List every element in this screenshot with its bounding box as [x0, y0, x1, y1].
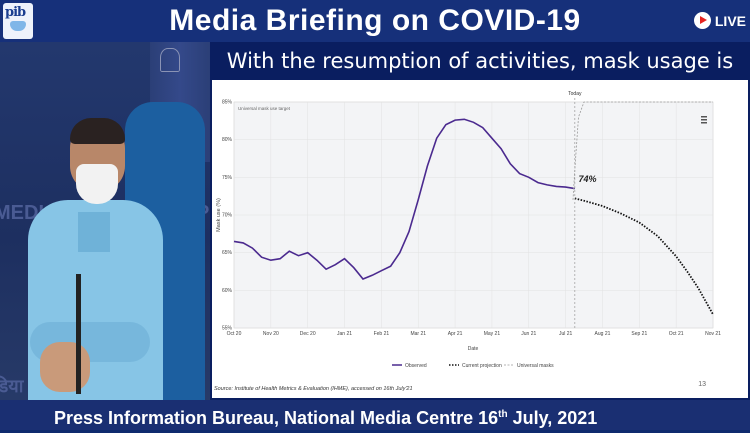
speaker-collar	[78, 212, 110, 252]
slide-title: With the resumption of activities, mask …	[226, 49, 734, 106]
national-emblem-icon	[160, 48, 180, 72]
footer-text-end: July, 2021	[507, 408, 598, 428]
mask-icon	[10, 21, 26, 31]
live-label: LIVE	[714, 12, 746, 29]
y-tick-label: 65%	[222, 250, 233, 256]
play-icon	[693, 12, 711, 29]
series-line-observed	[233, 118, 575, 280]
mask-usage-chart: 55% 60% 65% 70% 75% 80% 85% Oct 20 Nov 20 Dec 20…	[216, 91, 722, 369]
annotation-74: 74%	[579, 174, 597, 184]
face-mask	[76, 164, 118, 204]
x-tick-label: Feb 21	[374, 331, 390, 337]
x-tick-label: Jan 21	[337, 331, 352, 337]
speaker-hair	[70, 118, 125, 144]
x-tick-label: May 21	[484, 331, 501, 337]
x-ticks: Oct 20 Nov 20 Dec 20 Jan 21 Feb 21 Mar 21 Apr …	[227, 331, 722, 337]
y-tick-label: 75%	[222, 175, 233, 181]
menu-icon[interactable]	[701, 116, 707, 124]
x-tick-label: Jul 21	[559, 331, 573, 337]
footer-superscript: th	[498, 409, 508, 420]
x-tick-label: Apr 21	[448, 331, 463, 337]
page-number: 13	[698, 381, 706, 388]
speaker-hand	[40, 342, 90, 392]
x-tick-label: Nov 20	[263, 331, 279, 337]
source-note: Source: Institute of Health Metrics & Ev…	[214, 386, 413, 392]
footer-text: Press Information Bureau, National Media…	[54, 408, 499, 428]
series-group	[233, 101, 714, 315]
y-ticks: 55% 60% 65% 70% 75% 80% 85%	[222, 100, 233, 332]
target-label: Universal mask use target	[238, 106, 291, 111]
pib-logo: pib	[3, 3, 33, 39]
y-tick-label: 70%	[222, 213, 233, 219]
x-tick-label: Dec 20	[300, 331, 316, 337]
header-bar: pib Media Briefing on COVID-19 LIVE	[0, 0, 750, 42]
x-tick-label: Aug 21	[595, 331, 611, 337]
footer-bar: Press Information Bureau, National Media…	[0, 400, 750, 430]
backdrop-text-bottom: डिया	[0, 376, 24, 396]
legend-label: Current projection	[462, 363, 502, 369]
microphone	[76, 274, 81, 394]
y-tick-label: 60%	[222, 288, 233, 294]
speaker-video: MEDIA P डिया	[0, 42, 210, 400]
grid	[233, 101, 714, 329]
x-axis-label: Date	[468, 346, 479, 352]
slide: 55% 60% 65% 70% 75% 80% 85% Oct 20 Nov 20 Dec 20…	[212, 80, 748, 398]
x-tick-label: Nov 21	[705, 331, 721, 337]
legend-label: Observed	[405, 363, 427, 369]
y-axis-label: Mask use (%)	[216, 198, 222, 232]
y-tick-label: 85%	[222, 100, 233, 106]
pib-logo-text: pib	[5, 5, 26, 20]
x-tick-label: Jun 21	[521, 331, 536, 337]
legend-label: Universal masks	[517, 363, 554, 369]
x-tick-label: Mar 21	[410, 331, 426, 337]
live-badge[interactable]: LIVE	[693, 12, 746, 29]
y-tick-label: 55%	[222, 326, 233, 332]
page-title: Media Briefing on COVID-19	[169, 4, 581, 37]
today-label: Today	[568, 91, 582, 97]
x-tick-label: Oct 21	[669, 331, 684, 337]
x-tick-label: Oct 20	[227, 331, 242, 337]
y-tick-label: 80%	[222, 137, 233, 143]
series-line-current-projection	[574, 197, 714, 315]
x-tick-label: Sep 21	[631, 331, 647, 337]
legend: Observed Current projection Universal mask…	[392, 363, 554, 369]
